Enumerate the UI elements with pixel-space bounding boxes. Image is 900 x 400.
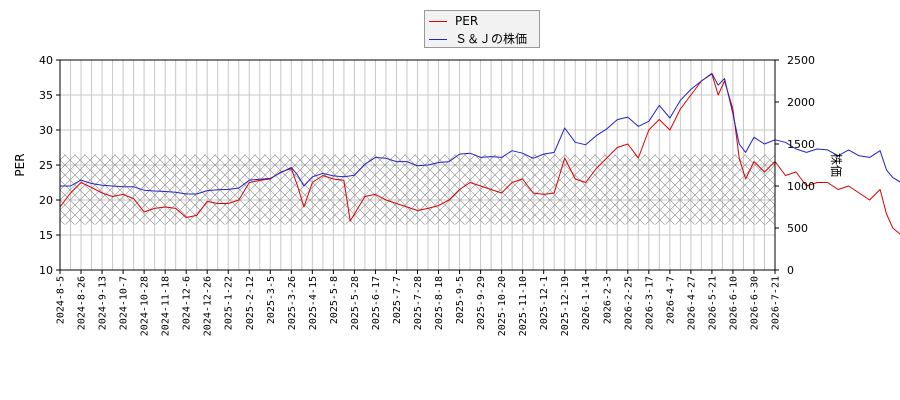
left-tick-label: 15: [39, 229, 53, 242]
left-tick-label: 10: [39, 264, 53, 277]
legend-label-per: PER: [455, 14, 479, 28]
right-tick-label: 1500: [787, 138, 815, 151]
x-tick-label: 2025-5-8: [329, 276, 340, 324]
x-tick-label: 2025-1-22: [224, 276, 235, 330]
x-tick-label: 2025-10-20: [497, 276, 508, 336]
left-tick-label: 30: [39, 124, 53, 137]
x-tick-label: 2026-1-14: [581, 276, 592, 330]
per-series-line: [59, 73, 900, 235]
x-tick-label: 2026-3-17: [644, 276, 655, 330]
legend: PER Ｓ＆Ｊの株価: [424, 10, 540, 48]
x-tick-label: 2024-10-7: [119, 276, 130, 330]
x-tick-label: 2025-3-26: [287, 276, 298, 330]
legend-item-per: PER: [429, 13, 478, 29]
right-tick-label: 0: [787, 264, 794, 277]
legend-item-price: Ｓ＆Ｊの株価: [429, 31, 527, 47]
x-tick-label: 2026-6-10: [728, 276, 739, 330]
x-tick-label: 2025-12-19: [560, 276, 571, 336]
right-tick-label: 500: [787, 222, 808, 235]
pe-range-band: [60, 154, 775, 225]
x-tick-label: 2024-12-6: [182, 276, 193, 330]
x-tick-label: 2025-9-5: [455, 276, 466, 324]
x-tick-label: 2024-9-13: [98, 276, 109, 330]
right-axis-label: 株価: [829, 153, 844, 177]
x-tick-label: 2026-4-7: [665, 276, 676, 324]
x-tick-label: 2026-2-25: [623, 276, 634, 330]
left-axis: 10 15 20 25 30 35 40: [39, 54, 60, 277]
legend-label-price: Ｓ＆Ｊの株価: [455, 32, 528, 46]
left-tick-label: 35: [39, 89, 53, 102]
left-tick-label: 40: [39, 54, 53, 67]
right-tick-label: 2000: [787, 96, 815, 109]
price-series-line: [60, 72, 900, 195]
right-axis: 0 500 1000 1500 2000 2500: [775, 54, 815, 277]
x-tick-label: 2025-2-12: [245, 276, 256, 330]
x-tick-label: 2025-11-10: [518, 276, 529, 336]
right-tick-label: 2500: [787, 54, 815, 67]
x-tick-label: 2025-9-29: [476, 276, 487, 330]
legend-swatch-price: [429, 39, 447, 40]
right-tick-label: 1000: [787, 180, 815, 193]
left-tick-label: 20: [39, 194, 53, 207]
x-axis: 2024-8-5 2024-8-26 2024-9-13 2024-10-7 2024-…: [56, 270, 782, 336]
series-layer: [59, 72, 900, 235]
x-tick-label: 2024-11-18: [161, 276, 172, 336]
left-tick-label: 25: [39, 159, 53, 172]
left-axis-label: PER: [13, 153, 27, 176]
x-tick-label: 2025-12-1: [539, 276, 550, 330]
x-tick-label: 2026-7-21: [771, 276, 782, 330]
x-tick-label: 2025-7-28: [413, 276, 424, 330]
x-tick-label: 2026-4-27: [686, 276, 697, 330]
x-tick-label: 2025-4-15: [308, 276, 319, 330]
x-tick-label: 2025-6-17: [371, 276, 382, 330]
x-tick-label: 2025-8-18: [434, 276, 445, 330]
x-tick-label: 2024-10-28: [140, 276, 151, 336]
x-tick-label: 2025-7-7: [392, 276, 403, 324]
x-tick-label: 2026-2-3: [602, 276, 613, 324]
x-tick-label: 2025-5-28: [350, 276, 361, 330]
x-tick-label: 2024-12-26: [203, 276, 214, 336]
x-tick-label: 2024-8-5: [56, 276, 67, 324]
x-tick-label: 2026-5-21: [707, 276, 718, 330]
x-tick-label: 2025-3-5: [266, 276, 277, 324]
x-tick-label: 2024-8-26: [77, 276, 88, 330]
legend-swatch-per: [429, 21, 447, 22]
x-tick-label: 2026-6-30: [749, 276, 760, 330]
